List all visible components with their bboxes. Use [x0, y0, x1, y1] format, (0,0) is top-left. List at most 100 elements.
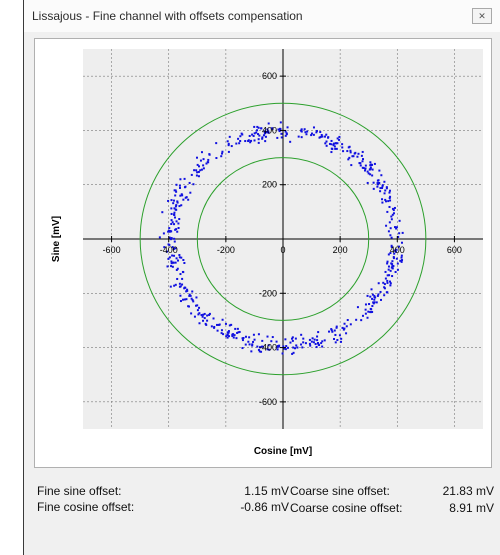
- scatter-point: [332, 142, 335, 145]
- scatter-point: [170, 265, 173, 268]
- scatter-point: [284, 338, 287, 341]
- scatter-point: [371, 305, 374, 308]
- scatter-point: [319, 136, 322, 139]
- scatter-point: [315, 129, 318, 132]
- scatter-point: [181, 283, 184, 286]
- scatter-point: [310, 132, 313, 135]
- scatter-point: [352, 155, 355, 158]
- scatter-point: [291, 339, 294, 342]
- scatter-point: [171, 246, 174, 249]
- scatter-point: [253, 132, 256, 135]
- scatter-point: [176, 200, 179, 203]
- scatter-point: [279, 121, 282, 124]
- scatter-point: [226, 336, 229, 339]
- scatter-point: [361, 166, 364, 169]
- title-bar[interactable]: Lissajous - Fine channel with offsets co…: [24, 0, 500, 32]
- fine-sine-offset-label: Fine sine offset:: [37, 484, 122, 498]
- scatter-point: [208, 312, 211, 315]
- scatter-point: [332, 144, 335, 147]
- scatter-point: [360, 154, 363, 157]
- scatter-point: [373, 294, 376, 297]
- scatter-point: [171, 265, 174, 268]
- scatter-point: [199, 159, 202, 162]
- scatter-series: [158, 121, 404, 355]
- scatter-point: [323, 135, 326, 138]
- scatter-point: [208, 153, 211, 156]
- scatter-point: [361, 314, 364, 317]
- scatter-point: [166, 265, 169, 268]
- scatter-point: [170, 260, 173, 263]
- scatter-point: [205, 162, 208, 165]
- scatter-point: [202, 167, 205, 170]
- scatter-point: [193, 315, 196, 318]
- scatter-point: [386, 291, 389, 294]
- scatter-point: [395, 226, 398, 229]
- fine-sine-offset-value: 1.15 mV: [244, 484, 289, 498]
- scatter-point: [330, 139, 333, 142]
- scatter-point: [380, 174, 383, 177]
- scatter-point: [195, 296, 198, 299]
- scatter-point: [195, 304, 198, 307]
- scatter-point: [324, 142, 327, 145]
- scatter-point: [363, 169, 366, 172]
- scatter-point: [391, 263, 394, 266]
- scatter-point: [385, 187, 388, 190]
- window-title: Lissajous - Fine channel with offsets co…: [32, 9, 303, 23]
- scatter-point: [376, 182, 379, 185]
- scatter-point: [179, 178, 182, 181]
- scatter-point: [257, 141, 260, 144]
- scatter-point: [237, 331, 240, 334]
- scatter-point: [304, 342, 307, 345]
- scatter-point: [369, 164, 372, 167]
- scatter-point: [313, 338, 316, 341]
- x-tick-label: 200: [333, 245, 348, 255]
- scatter-point: [373, 298, 376, 301]
- scatter-point: [266, 335, 269, 338]
- scatter-point: [220, 332, 223, 335]
- scatter-point: [297, 135, 300, 138]
- scatter-point: [388, 274, 391, 277]
- close-button[interactable]: ✕: [472, 8, 492, 24]
- scatter-point: [173, 237, 176, 240]
- scatter-point: [177, 226, 180, 229]
- y-tick-label: 600: [262, 71, 277, 81]
- scatter-point: [176, 267, 179, 270]
- scatter-point: [369, 295, 372, 298]
- scatter-point: [271, 336, 274, 339]
- scatter-point: [312, 126, 315, 129]
- scatter-point: [289, 341, 292, 344]
- scatter-point: [387, 253, 390, 256]
- scatter-point: [193, 169, 196, 172]
- scatter-point: [373, 301, 376, 304]
- scatter-point: [270, 340, 273, 343]
- scatter-point: [350, 164, 353, 167]
- scatter-point: [199, 169, 202, 172]
- scatter-point: [302, 341, 305, 344]
- scatter-point: [392, 265, 395, 268]
- scatter-point: [294, 337, 297, 340]
- scatter-point: [203, 312, 206, 315]
- scatter-point: [252, 340, 255, 343]
- scatter-point: [256, 345, 259, 348]
- scatter-point: [260, 350, 263, 353]
- scatter-point: [192, 300, 195, 303]
- scatter-point: [356, 306, 359, 309]
- scatter-point: [180, 256, 183, 259]
- scatter-point: [174, 208, 177, 211]
- scatter-point: [227, 142, 230, 145]
- scatter-point: [312, 133, 315, 136]
- scatter-point: [170, 207, 173, 210]
- scatter-point: [372, 301, 375, 304]
- scatter-point: [393, 252, 396, 255]
- scatter-point: [375, 301, 378, 304]
- scatter-point: [378, 169, 381, 172]
- scatter-point: [395, 257, 398, 260]
- scatter-point: [277, 345, 280, 348]
- scatter-point: [383, 180, 386, 183]
- scatter-point: [366, 294, 369, 297]
- scatter-point: [366, 316, 369, 319]
- scatter-point: [248, 343, 251, 346]
- plot-canvas: -600 -400 -200 0 200 400 600 600 400 200 -200 -400 -…: [51, 49, 483, 457]
- x-axis-label: Cosine [mV]: [254, 446, 312, 457]
- scatter-point: [168, 227, 171, 230]
